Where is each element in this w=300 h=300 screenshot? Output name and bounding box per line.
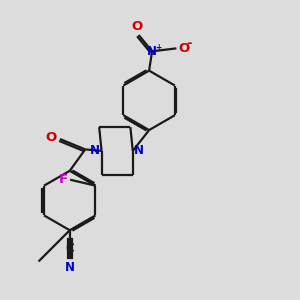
Text: N: N — [147, 45, 157, 58]
Text: -: - — [186, 38, 192, 50]
Text: N: N — [65, 262, 75, 275]
Text: O: O — [46, 131, 57, 144]
Text: +: + — [155, 43, 161, 52]
Text: N: N — [134, 144, 144, 158]
Text: O: O — [132, 20, 143, 33]
Text: O: O — [179, 42, 190, 55]
Text: C: C — [65, 242, 74, 255]
Text: N: N — [90, 144, 100, 158]
Text: F: F — [59, 173, 68, 186]
